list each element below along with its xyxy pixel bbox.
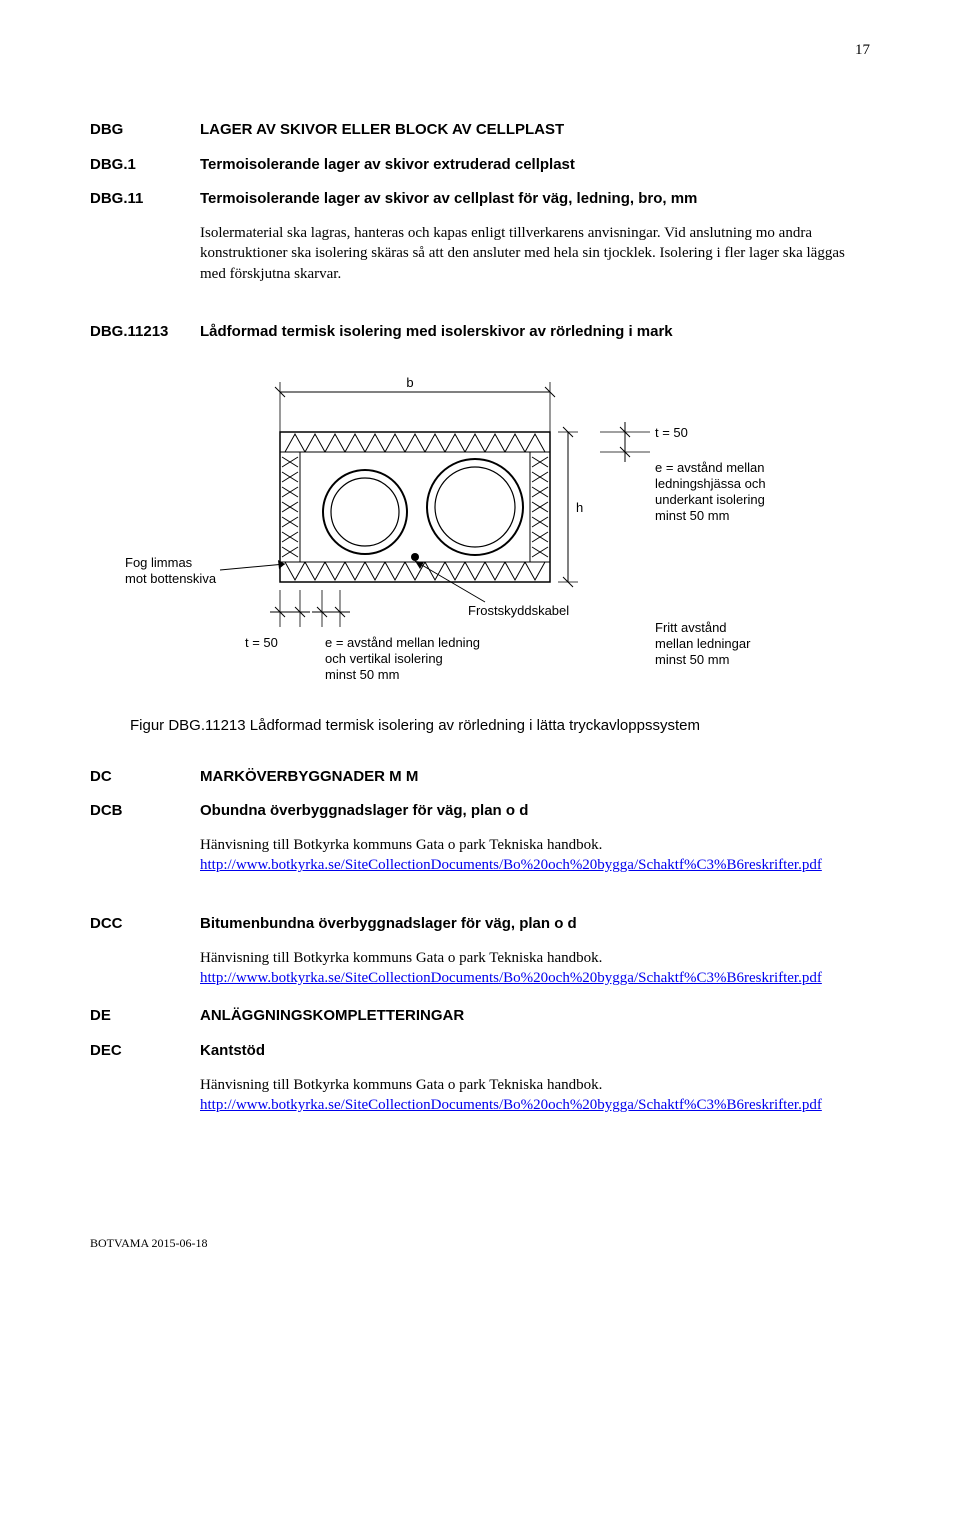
section-dc: DC MARKÖVERBYGGNADER M M bbox=[90, 767, 870, 787]
e-right-2: ledningshjässa och bbox=[655, 476, 766, 491]
dcb-link[interactable]: http://www.botkyrka.se/SiteCollectionDoc… bbox=[200, 857, 822, 873]
section-de: DE ANLÄGGNINGSKOMPLETTERINGAR bbox=[90, 1006, 870, 1026]
title-dbg1: Termoisolerande lager av skivor extruder… bbox=[200, 155, 870, 175]
e-right-3: underkant isolering bbox=[655, 492, 765, 507]
e-bottom-2: och vertikal isolering bbox=[325, 651, 443, 666]
section-dec: DEC Kantstöd bbox=[90, 1041, 870, 1061]
title-dcb: Obundna överbyggnadslager för väg, plan … bbox=[200, 801, 870, 821]
title-dbg11: Termoisolerande lager av skivor av cellp… bbox=[200, 189, 870, 209]
dbg11-body: Isolermaterial ska lagras, hanteras och … bbox=[200, 223, 870, 284]
section-dbg11: DBG.11 Termoisolerande lager av skivor a… bbox=[90, 189, 870, 209]
label-b: b bbox=[406, 375, 413, 390]
figure-caption: Figur DBG.11213 Lådformad termisk isoler… bbox=[130, 716, 870, 736]
label-h: h bbox=[576, 500, 583, 515]
t50-bottom: t = 50 bbox=[245, 635, 278, 650]
dcc-body: Hänvisning till Botkyrka kommuns Gata o … bbox=[200, 948, 870, 989]
code-dbg: DBG bbox=[90, 120, 200, 140]
code-dbg11213: DBG.11213 bbox=[90, 322, 200, 342]
fog-1: Fog limmas bbox=[125, 555, 193, 570]
dcc-body-text: Hänvisning till Botkyrka kommuns Gata o … bbox=[200, 950, 602, 966]
code-dc: DC bbox=[90, 767, 200, 787]
section-dcc: DCC Bitumenbundna överbyggnadslager för … bbox=[90, 914, 870, 934]
frost-label: Frostskyddskabel bbox=[468, 603, 569, 618]
section-dbg: DBG LAGER AV SKIVOR ELLER BLOCK AV CELLP… bbox=[90, 120, 870, 140]
e-right-4: minst 50 mm bbox=[655, 508, 729, 523]
fritt-1: Fritt avstånd bbox=[655, 620, 727, 635]
dcb-body-text: Hänvisning till Botkyrka kommuns Gata o … bbox=[200, 837, 602, 853]
code-dbg1: DBG.1 bbox=[90, 155, 200, 175]
dec-body: Hänvisning till Botkyrka kommuns Gata o … bbox=[200, 1075, 870, 1116]
title-dcc: Bitumenbundna överbyggnadslager för väg,… bbox=[200, 914, 870, 934]
page-number: 17 bbox=[90, 40, 870, 60]
code-dcb: DCB bbox=[90, 801, 200, 821]
title-dc: MARKÖVERBYGGNADER M M bbox=[200, 767, 870, 787]
dec-link[interactable]: http://www.botkyrka.se/SiteCollectionDoc… bbox=[200, 1097, 822, 1113]
e-right-1: e = avstånd mellan bbox=[655, 460, 764, 475]
t50-top: t = 50 bbox=[655, 425, 688, 440]
diagram-svg: b h t = 50 e = avstånd mellan ledningshj… bbox=[90, 372, 870, 692]
fritt-3: minst 50 mm bbox=[655, 652, 729, 667]
dec-body-text: Hänvisning till Botkyrka kommuns Gata o … bbox=[200, 1077, 602, 1093]
dcb-body: Hänvisning till Botkyrka kommuns Gata o … bbox=[200, 835, 870, 876]
e-bottom-1: e = avstånd mellan ledning bbox=[325, 635, 480, 650]
dcc-link[interactable]: http://www.botkyrka.se/SiteCollectionDoc… bbox=[200, 970, 822, 986]
fritt-2: mellan ledningar bbox=[655, 636, 751, 651]
section-dbg11213: DBG.11213 Lådformad termisk isolering me… bbox=[90, 322, 870, 342]
title-dbg: LAGER AV SKIVOR ELLER BLOCK AV CELLPLAST bbox=[200, 120, 870, 140]
figure-dbg11213: b h t = 50 e = avstånd mellan ledningshj… bbox=[90, 372, 870, 698]
title-dbg11213: Lådformad termisk isolering med isolersk… bbox=[200, 322, 870, 342]
code-de: DE bbox=[90, 1006, 200, 1026]
code-dcc: DCC bbox=[90, 914, 200, 934]
section-dbg1: DBG.1 Termoisolerande lager av skivor ex… bbox=[90, 155, 870, 175]
e-bottom-3: minst 50 mm bbox=[325, 667, 399, 682]
title-dec: Kantstöd bbox=[200, 1041, 870, 1061]
code-dbg11: DBG.11 bbox=[90, 189, 200, 209]
title-de: ANLÄGGNINGSKOMPLETTERINGAR bbox=[200, 1006, 870, 1026]
section-dcb: DCB Obundna överbyggnadslager för väg, p… bbox=[90, 801, 870, 821]
code-dec: DEC bbox=[90, 1041, 200, 1061]
footer: BOTVAMA 2015-06-18 bbox=[90, 1235, 870, 1251]
fog-2: mot bottenskiva bbox=[125, 571, 217, 586]
